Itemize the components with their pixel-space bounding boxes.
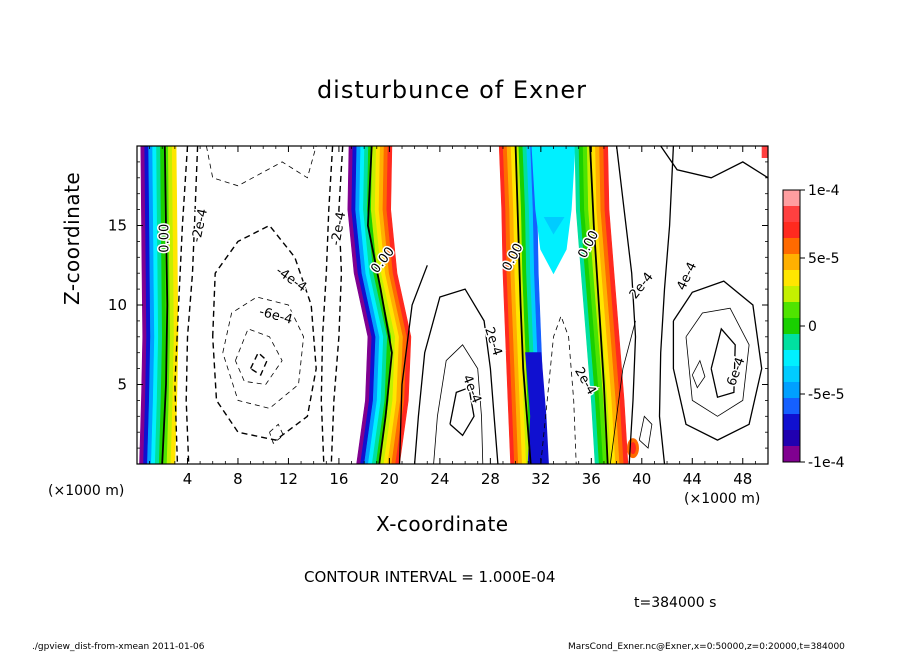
colorbar-swatch-7 xyxy=(783,302,800,319)
colorbar-swatch-10 xyxy=(783,350,800,367)
neg-contour-1 xyxy=(174,146,189,464)
zone-corner xyxy=(761,146,768,158)
pos-contour-right-loop-1 xyxy=(672,280,763,441)
zero-contour-4 xyxy=(589,146,609,464)
plot-area: 0.00 -2e-4-4e-4-6e-4-2e-40.002e-44e-40.00… xyxy=(136,145,769,465)
chart-title: disturbunce of Exner xyxy=(316,76,588,104)
neg-contour-3 xyxy=(320,146,334,464)
y-axis-label: Z-coordinate xyxy=(60,171,84,305)
pos-contour-mid-2 xyxy=(433,344,484,464)
zone-core-inner xyxy=(543,217,565,235)
colorbar-swatch-13 xyxy=(783,398,800,415)
footer-script-name: ./gpview_dist-from-xmean 2011-01-06 xyxy=(32,642,205,652)
zone-spot-core xyxy=(629,442,636,455)
neg-contour-top xyxy=(206,146,317,187)
colorbar-swatch-2 xyxy=(783,222,800,239)
colorbar-swatch-11 xyxy=(783,366,800,383)
x-tick-label-5: 24 xyxy=(430,470,449,488)
neg-contour-loop-4e-4 xyxy=(212,224,317,441)
contour-interval-label: CONTOUR INTERVAL = 1.000E-04 xyxy=(304,568,556,586)
x-axis: 4 8 12 16 20 24 28 32 36 40 44 48 xyxy=(149,146,756,488)
colorbar-swatch-9 xyxy=(783,334,800,351)
colorbar-swatch-16 xyxy=(783,446,800,463)
x-tick-label-4: 20 xyxy=(380,470,399,488)
neg-contour-loop-inner xyxy=(235,328,283,385)
neg-contour-loop-6e-4 xyxy=(222,296,305,409)
pos-contour-right-loop-2 xyxy=(685,307,750,417)
y-tick-label-0: 5 xyxy=(117,376,127,394)
neg-contour-2 xyxy=(185,146,199,464)
colorbar: 1e-4 5e-5 0 -5e-5 -1e-4 xyxy=(782,183,845,471)
colorbar-label-4: -1e-4 xyxy=(808,455,845,471)
zone-right-b-band-7 xyxy=(603,146,629,464)
time-label: t=384000 s xyxy=(634,595,717,611)
colorbar-label-1: 5e-5 xyxy=(808,251,839,267)
zone-mid-band-10 xyxy=(386,146,412,464)
neg-contour-4 xyxy=(330,146,344,464)
pos-contour-mid-3 xyxy=(449,386,475,437)
colorbar-swatch-8 xyxy=(783,318,800,335)
pos-contour-right-2 xyxy=(658,146,675,464)
neg-contour-small xyxy=(269,423,284,444)
x-unit-left: (×1000 m) xyxy=(48,483,125,499)
neg-contour-mid-5 xyxy=(540,314,577,464)
y-axis: 5 10 15 xyxy=(108,161,768,449)
x-unit-right: (×1000 m) xyxy=(684,491,761,507)
x-tick-label-1: 8 xyxy=(233,470,243,488)
colour-bands xyxy=(139,146,768,464)
colorbar-swatch-6 xyxy=(783,286,800,303)
zero-contour-3 xyxy=(514,146,532,464)
zero-contour-2 xyxy=(366,146,393,464)
colorbar-swatch-4 xyxy=(783,254,800,271)
x-tick-label-11: 48 xyxy=(733,470,752,488)
colorbar-swatch-12 xyxy=(783,382,800,399)
contour-label-0: 0.00 xyxy=(157,224,172,253)
pos-contour-right-3 xyxy=(660,146,768,179)
zone-left-band-8 xyxy=(170,146,179,464)
colorbar-label-2: 0 xyxy=(808,319,817,335)
plot-background xyxy=(137,146,768,464)
x-tick-label-10: 44 xyxy=(683,470,702,488)
contour-lines xyxy=(161,146,768,464)
x-tick-label-7: 32 xyxy=(531,470,550,488)
pos-contour-right-5 xyxy=(638,415,653,449)
colorbar-label-0: 1e-4 xyxy=(808,183,840,199)
footer-data-source: MarsCond_Exner.nc@Exner,x=0:50000,z=0:20… xyxy=(568,642,845,652)
pos-contour-right-small xyxy=(691,359,706,389)
colorbar-label-3: -5e-5 xyxy=(808,387,845,403)
colorbar-swatch-15 xyxy=(783,430,800,447)
pos-contour-mid-1 xyxy=(413,288,499,464)
x-tick-label-8: 36 xyxy=(582,470,601,488)
zone-foot xyxy=(525,352,549,464)
pos-contour-right-1 xyxy=(615,146,637,464)
x-tick-label-2: 12 xyxy=(279,470,298,488)
x-tick-label-6: 28 xyxy=(481,470,500,488)
colorbar-swatch-14 xyxy=(783,414,800,431)
neg-contour-core xyxy=(249,351,268,377)
colorbar-swatch-0 xyxy=(783,190,800,207)
y-tick-label-2: 15 xyxy=(108,217,127,235)
pos-contour-mid-4 xyxy=(398,265,428,464)
colorbar-swatch-3 xyxy=(783,238,800,255)
zone-core xyxy=(531,146,576,275)
y-tick-label-1: 10 xyxy=(108,296,127,314)
zero-contour-1 xyxy=(161,146,169,464)
x-tick-label-3: 16 xyxy=(329,470,348,488)
x-tick-label-9: 40 xyxy=(632,470,651,488)
pos-contour-right-loop-3 xyxy=(710,327,736,399)
colorbar-swatch-5 xyxy=(783,270,800,287)
pos-contour-right-4 xyxy=(609,320,636,464)
x-axis-label: X-coordinate xyxy=(376,512,509,536)
x-tick-label-0: 4 xyxy=(183,470,193,488)
colorbar-swatch-1 xyxy=(783,206,800,223)
